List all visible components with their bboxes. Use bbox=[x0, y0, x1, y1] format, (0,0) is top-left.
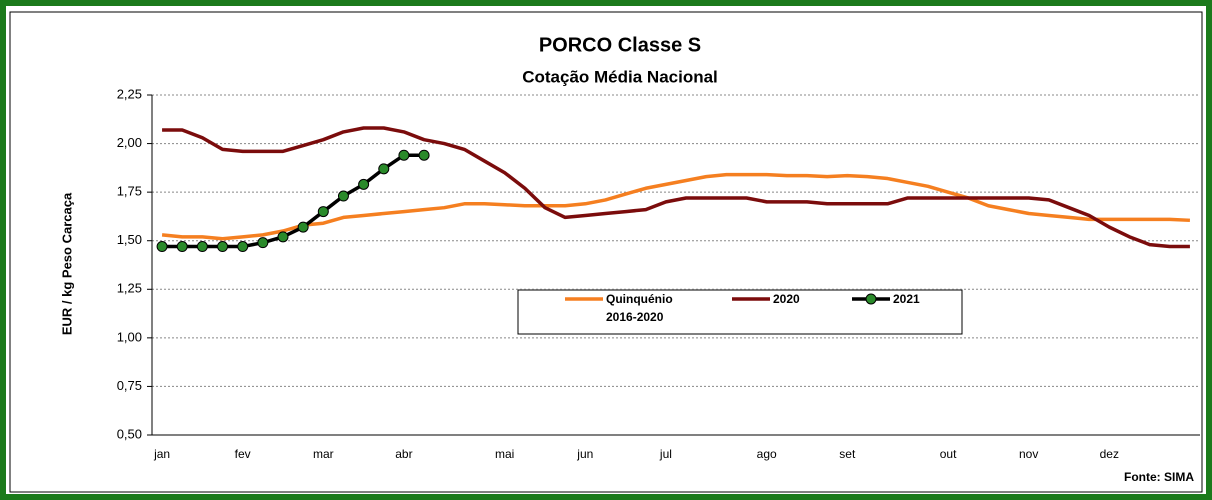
chart-frame bbox=[9, 11, 1203, 493]
data-point bbox=[237, 241, 249, 253]
data-point bbox=[217, 241, 229, 253]
x-tick-label: dez bbox=[1100, 447, 1119, 461]
data-point bbox=[156, 241, 168, 253]
y-tick-label: 1,00 bbox=[117, 329, 142, 344]
series-line bbox=[161, 172, 1191, 241]
data-point bbox=[337, 190, 349, 202]
legend-label: 2020 bbox=[773, 292, 800, 306]
x-tick-label: mar bbox=[313, 447, 334, 461]
y-tick-label: 1,75 bbox=[117, 184, 142, 199]
data-point bbox=[358, 178, 370, 190]
x-tick-label: mai bbox=[495, 447, 514, 461]
x-tick-label: jun bbox=[576, 447, 593, 461]
chart-subtitle: Cotação Média Nacional bbox=[522, 67, 718, 86]
y-tick-label: 1,25 bbox=[117, 281, 142, 296]
y-tick-label: 2,00 bbox=[117, 135, 142, 150]
data-point bbox=[257, 237, 269, 249]
y-tick-label: 1,50 bbox=[117, 232, 142, 247]
legend-label: 2021 bbox=[893, 292, 920, 306]
chart-title: PORCO Classe S bbox=[539, 34, 701, 56]
x-tick-label: out bbox=[940, 447, 957, 461]
x-tick-label: jan bbox=[153, 447, 170, 461]
data-point bbox=[297, 221, 309, 233]
legend-marker bbox=[865, 293, 877, 305]
data-point bbox=[196, 241, 208, 253]
data-point bbox=[317, 206, 329, 218]
series-line bbox=[162, 126, 1190, 249]
x-tick-label: fev bbox=[235, 447, 251, 461]
y-tick-label: 2,25 bbox=[117, 86, 142, 101]
data-point bbox=[418, 149, 430, 161]
x-tick-label: jul bbox=[659, 447, 672, 461]
y-axis-label: EUR / kg Peso Carcaça bbox=[59, 192, 74, 335]
x-tick-label: nov bbox=[1019, 447, 1038, 461]
x-tick-label: abr bbox=[395, 447, 412, 461]
x-tick-label: ago bbox=[757, 447, 777, 461]
y-tick-label: 0,75 bbox=[117, 378, 142, 393]
x-tick-label: set bbox=[839, 447, 856, 461]
data-point bbox=[176, 241, 188, 253]
y-tick-label: 0,50 bbox=[117, 426, 142, 441]
data-point bbox=[398, 149, 410, 161]
data-point bbox=[277, 231, 289, 243]
data-point bbox=[378, 163, 390, 175]
source-note: Fonte: SIMA bbox=[1124, 470, 1194, 484]
legend-label: Quinquénio 2016-2020 bbox=[606, 292, 673, 324]
